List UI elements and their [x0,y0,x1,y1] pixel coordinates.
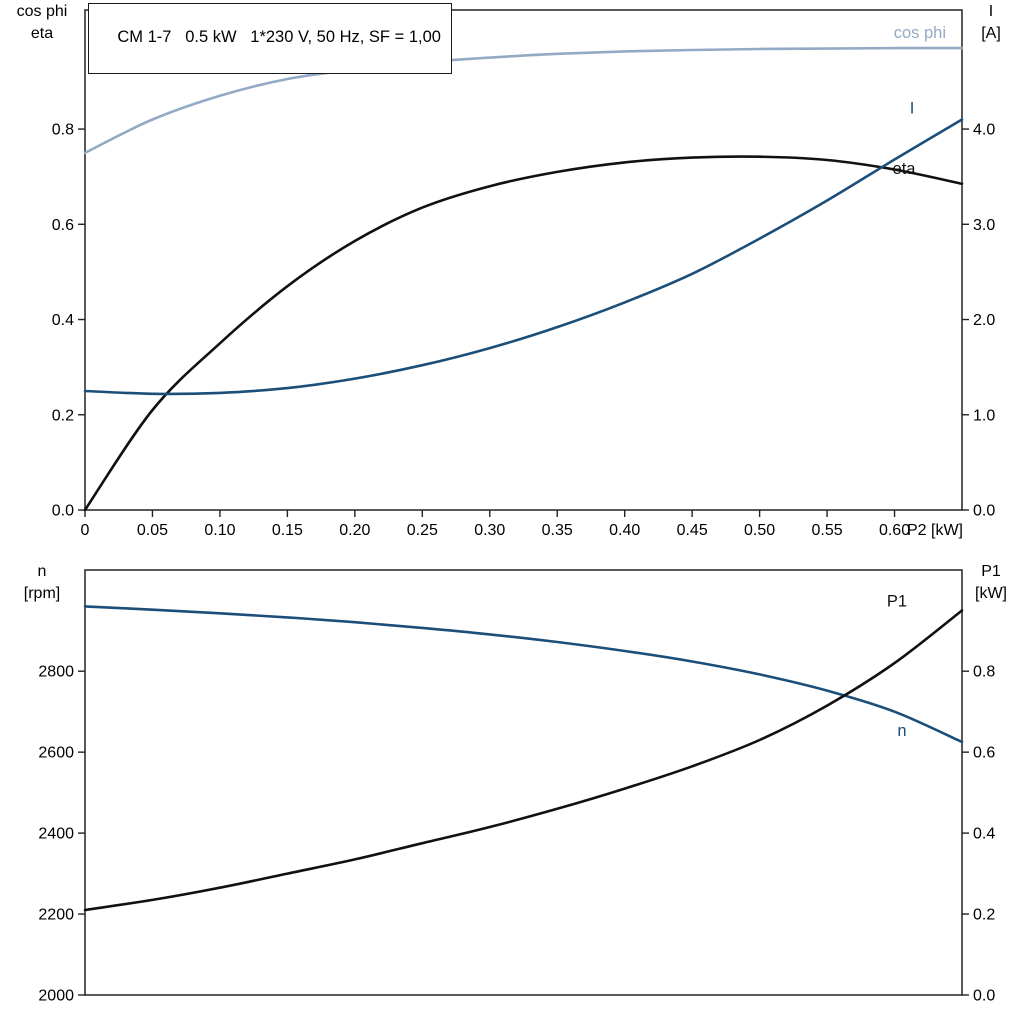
right-axis-title-line: P1 [981,563,1001,580]
i-curve-label: I [910,100,915,118]
x-tick-label: 0.45 [677,522,708,539]
x-tick-label: 0.55 [812,522,843,539]
i-curve [83,118,964,396]
p1-curve [83,609,964,912]
x-tick-label: 0.25 [407,522,438,539]
x-tick-label: 0.10 [204,522,235,539]
chart-title-box: CM 1-7 0.5 kW 1*230 V, 50 Hz, SF = 1,00 [88,3,452,75]
left-tick-label: 0.8 [52,122,74,139]
n-curve-label: n [897,722,906,740]
n-curve [83,605,964,744]
left-tick-label: 0.4 [52,312,74,329]
left-tick-label: 2200 [38,907,74,924]
plot-border [84,9,963,511]
right-tick-label: 0.8 [973,664,995,681]
right-tick-label: 3.0 [973,217,995,234]
x-tick-label: 0.20 [339,522,370,539]
x-tick-label: 0.60 [879,522,910,539]
chart-title: CM 1-7 0.5 kW 1*230 V, 50 Hz, SF = 1,00 [117,28,441,47]
right-tick-label: 0.6 [973,745,995,762]
left-tick-label: 0.0 [52,503,74,520]
x-tick-label: 0.35 [542,522,573,539]
left-axis-title-line: [rpm] [24,585,60,602]
x-tick-label: 0.15 [272,522,303,539]
left-axis-title-line: cos phi [17,3,68,20]
right-tick-label: 0.0 [973,988,995,1005]
x-tick-label: 0.40 [609,522,640,539]
left-tick-label: 0.6 [52,217,74,234]
plot-border [84,569,963,996]
right-axis-title-line: I [989,3,993,20]
right-tick-label: 0.4 [973,826,995,843]
right-tick-label: 1.0 [973,407,995,424]
cos-phi-curve [83,46,964,155]
x-tick-label: 0.30 [474,522,505,539]
bottom-chart: 2000 2200 2400 2600 2800 0.0 0.2 0.4 0.6 0.8 n [rpm… [24,563,1007,1005]
cos-phi-curve-label: cos phi [894,24,946,42]
left-axis-title-line: n [38,563,47,580]
right-tick-label: 0.0 [973,503,995,520]
right-tick-label: 0.2 [973,907,995,924]
right-axis-title-line: [A] [981,25,1001,42]
eta-curve-label: eta [893,160,917,178]
left-tick-label: 2800 [38,664,74,681]
left-tick-label: 2400 [38,826,74,843]
left-axis-title-line: eta [31,25,53,42]
x-tick-label: 0 [81,522,90,539]
x-tick-label: 0.05 [137,522,168,539]
x-axis-label: P2 [kW] [907,522,963,539]
right-tick-label: 2.0 [973,312,995,329]
left-tick-label: 2000 [38,988,74,1005]
left-tick-label: 2600 [38,745,74,762]
eta-curve [83,155,964,512]
top-chart: 0 0.05 0.10 0.15 0.20 0.25 0.30 0.35 0.40 0.45 0.5… [17,3,1001,539]
x-tick-label: 0.50 [744,522,775,539]
right-axis-title-line: [kW] [975,585,1007,602]
right-tick-label: 4.0 [973,122,995,139]
p1-curve-label: P1 [887,592,907,610]
left-tick-label: 0.2 [52,407,74,424]
